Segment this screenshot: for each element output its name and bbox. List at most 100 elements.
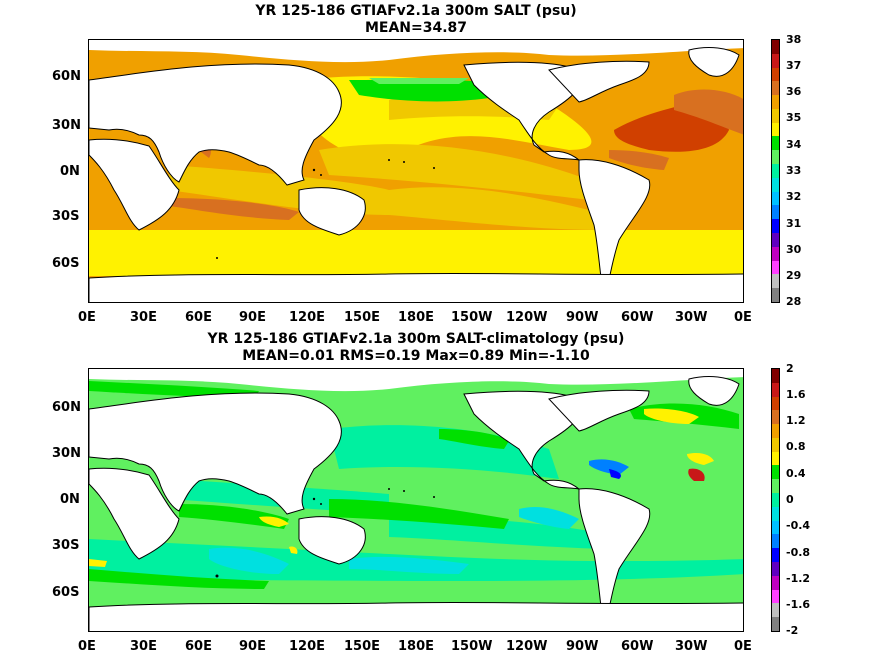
lat-label: 30N <box>52 118 81 133</box>
lon-label: 90E <box>239 639 266 654</box>
lon-label: 120W <box>506 639 548 654</box>
lat-label: 30N <box>52 446 81 461</box>
colorbar-swatch <box>772 396 779 411</box>
lon-label: 120E <box>289 310 326 325</box>
salinity-anomaly-map <box>88 368 744 632</box>
colorbar-label: 2 <box>786 362 794 375</box>
lon-label: 150E <box>344 639 381 654</box>
lon-label: 180E <box>398 639 435 654</box>
colorbar-label: -0.4 <box>786 519 811 532</box>
lon-label: 30W <box>675 639 708 654</box>
lon-label: 0E <box>78 310 96 325</box>
colorbar-swatch <box>772 479 779 494</box>
colorbar-swatch <box>772 108 779 123</box>
colorbar-swatch <box>772 506 779 521</box>
lon-label: 90E <box>239 310 266 325</box>
lon-label: 180E <box>398 310 435 325</box>
colorbar-label: 32 <box>786 190 802 203</box>
colorbar-swatch <box>772 575 779 590</box>
colorbar-swatch <box>772 424 779 438</box>
lon-label: 150W <box>451 310 493 325</box>
colorbar-swatch <box>772 191 779 206</box>
lon-label: 150W <box>451 639 493 654</box>
colorbar-swatch <box>772 274 779 289</box>
colorbar-swatch <box>772 561 779 576</box>
colorbar-label: -1.2 <box>786 572 811 585</box>
colorbar-swatch <box>772 603 779 618</box>
colorbar-swatch <box>772 617 779 631</box>
lon-label: 120E <box>289 639 326 654</box>
colorbar-swatch <box>772 465 779 480</box>
colorbar-label: 37 <box>786 59 802 72</box>
colorbar-swatch <box>772 67 779 82</box>
lon-label: 120W <box>506 310 548 325</box>
colorbar-swatch <box>772 164 779 178</box>
lon-label: 60W <box>621 639 654 654</box>
colorbar-label: 34 <box>786 138 802 151</box>
panel2-subtitle: MEAN=0.01 RMS=0.19 Max=0.89 Min=-1.10 <box>242 348 590 364</box>
lon-label: 90W <box>566 310 599 325</box>
lon-label: 60E <box>185 639 212 654</box>
colorbar-label: 35 <box>786 111 802 124</box>
panel1-subtitle: MEAN=34.87 <box>364 20 468 36</box>
colorbar-label: 36 <box>786 85 802 98</box>
colorbar-swatch <box>772 548 779 562</box>
colorbar-swatch <box>772 205 779 220</box>
lon-label: 60E <box>185 310 212 325</box>
lat-label: 30S <box>52 209 80 224</box>
lon-label: 0E <box>734 639 752 654</box>
colorbar-swatch <box>772 369 779 383</box>
colorbar-label: 0.8 <box>786 440 806 453</box>
colorbar-swatch <box>772 589 779 604</box>
colorbar-label: -2 <box>786 624 799 637</box>
colorbar-label: -1.6 <box>786 598 811 611</box>
colorbar-swatch <box>772 219 779 233</box>
colorbar-swatch <box>772 81 779 96</box>
colorbar-label: 33 <box>786 164 802 177</box>
colorbar-label: 29 <box>786 269 802 282</box>
colorbar-label: 0 <box>786 493 794 506</box>
lat-label: 0N <box>60 164 80 179</box>
colorbar-swatch <box>772 232 779 247</box>
lat-label: 60N <box>52 400 81 415</box>
colorbar-swatch <box>772 493 779 507</box>
colorbar <box>771 39 780 303</box>
colorbar-label: 28 <box>786 295 802 308</box>
colorbar-swatch <box>772 410 779 425</box>
lon-label: 30E <box>130 639 157 654</box>
lat-label: 0N <box>60 492 80 507</box>
lat-label: 60S <box>52 585 80 600</box>
colorbar-swatch <box>772 246 779 261</box>
colorbar-swatch <box>772 382 779 397</box>
colorbar-label: -0.8 <box>786 546 811 559</box>
colorbar <box>771 368 780 632</box>
colorbar-swatch <box>772 177 779 192</box>
colorbar-label: 1.2 <box>786 414 806 427</box>
colorbar-label: 38 <box>786 33 802 46</box>
colorbar-swatch <box>772 288 779 302</box>
lon-label: 90W <box>566 639 599 654</box>
lon-label: 30W <box>675 310 708 325</box>
lon-label: 0E <box>78 639 96 654</box>
lat-label: 60S <box>52 256 80 271</box>
colorbar-label: 30 <box>786 243 802 256</box>
lat-label: 60N <box>52 69 81 84</box>
lon-label: 0E <box>734 310 752 325</box>
salinity-map <box>88 39 744 303</box>
colorbar-label: 1.6 <box>786 388 806 401</box>
colorbar-label: 0.4 <box>786 467 806 480</box>
colorbar-swatch <box>772 260 779 275</box>
colorbar-swatch <box>772 40 779 54</box>
colorbar-swatch <box>772 437 779 452</box>
lon-label: 150E <box>344 310 381 325</box>
colorbar-label: 31 <box>786 217 802 230</box>
colorbar-swatch <box>772 451 779 466</box>
colorbar-swatch <box>772 534 779 549</box>
colorbar-swatch <box>772 53 779 68</box>
panel2-title: YR 125-186 GTIAFv2.1a 300m SALT-climatol… <box>207 331 625 347</box>
lat-label: 30S <box>52 538 80 553</box>
panel1-title: YR 125-186 GTIAFv2.1a 300m SALT (psu) <box>255 3 577 19</box>
colorbar-swatch <box>772 520 779 535</box>
colorbar-swatch <box>772 122 779 137</box>
colorbar-swatch <box>772 150 779 165</box>
